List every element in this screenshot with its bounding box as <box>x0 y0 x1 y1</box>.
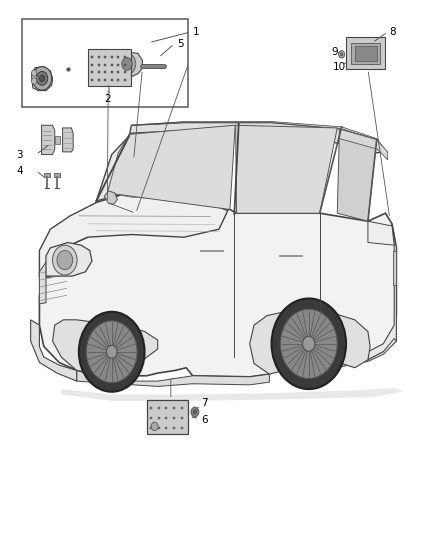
Polygon shape <box>368 221 394 245</box>
Polygon shape <box>131 122 385 150</box>
Polygon shape <box>339 129 388 160</box>
Polygon shape <box>342 338 396 367</box>
Circle shape <box>193 410 197 414</box>
Circle shape <box>106 345 117 358</box>
Polygon shape <box>42 125 55 155</box>
Polygon shape <box>61 388 403 401</box>
Circle shape <box>32 70 37 76</box>
Text: 6: 6 <box>201 415 208 425</box>
Circle shape <box>118 53 136 75</box>
Polygon shape <box>96 136 228 211</box>
Polygon shape <box>63 128 73 152</box>
Circle shape <box>53 245 77 275</box>
Circle shape <box>32 74 37 80</box>
Circle shape <box>272 298 346 389</box>
Polygon shape <box>46 243 92 276</box>
Circle shape <box>79 312 145 392</box>
Bar <box>22 19 188 107</box>
Polygon shape <box>337 129 377 221</box>
Polygon shape <box>393 251 396 285</box>
Bar <box>88 49 131 86</box>
Circle shape <box>36 71 48 85</box>
Polygon shape <box>39 248 68 304</box>
Circle shape <box>340 53 343 56</box>
Text: 8: 8 <box>389 27 396 37</box>
Text: 3: 3 <box>17 150 23 159</box>
Polygon shape <box>44 173 50 177</box>
Circle shape <box>339 51 345 58</box>
Bar <box>147 400 188 434</box>
Polygon shape <box>129 123 385 155</box>
Text: 1: 1 <box>193 27 199 37</box>
Text: 9: 9 <box>331 47 338 57</box>
Bar <box>351 43 380 64</box>
Polygon shape <box>54 173 60 177</box>
Polygon shape <box>77 370 269 386</box>
Polygon shape <box>104 191 117 204</box>
Polygon shape <box>236 125 337 213</box>
Circle shape <box>191 407 199 417</box>
Text: 10: 10 <box>333 62 346 71</box>
Polygon shape <box>31 320 77 381</box>
Circle shape <box>122 58 132 70</box>
Circle shape <box>303 336 315 351</box>
Text: 7: 7 <box>201 399 208 408</box>
Bar <box>55 136 60 144</box>
Circle shape <box>32 78 37 84</box>
Bar <box>346 37 385 69</box>
Polygon shape <box>32 67 53 91</box>
Text: 2: 2 <box>104 94 111 103</box>
Polygon shape <box>250 312 370 374</box>
Circle shape <box>39 75 45 82</box>
Circle shape <box>151 422 158 431</box>
Polygon shape <box>368 224 396 360</box>
Circle shape <box>86 321 137 383</box>
Circle shape <box>280 309 337 378</box>
Circle shape <box>32 67 52 90</box>
Polygon shape <box>107 141 223 204</box>
Polygon shape <box>39 193 396 377</box>
Text: 4: 4 <box>17 166 23 175</box>
Circle shape <box>57 251 73 270</box>
Polygon shape <box>53 320 158 376</box>
Polygon shape <box>113 52 142 78</box>
Bar <box>355 46 377 61</box>
Text: 5: 5 <box>177 39 184 49</box>
Polygon shape <box>39 192 228 277</box>
Polygon shape <box>107 125 235 209</box>
